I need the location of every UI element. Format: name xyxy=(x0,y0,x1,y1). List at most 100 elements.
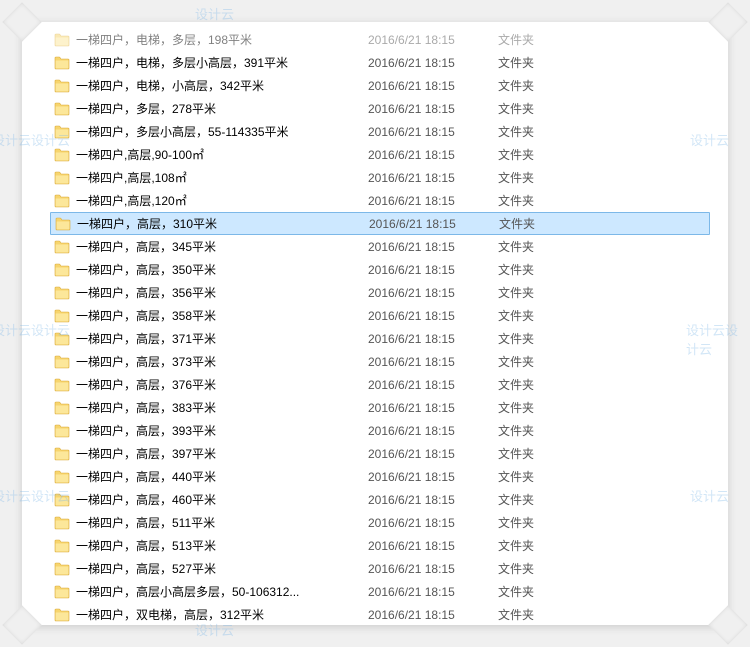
folder-icon xyxy=(54,378,70,392)
item-type: 文件夹 xyxy=(499,215,569,232)
folder-row[interactable]: 一梯四户，高层，393平米2016/6/21 18:15文件夹 xyxy=(50,419,710,442)
folder-row[interactable]: 一梯四户，高层，376平米2016/6/21 18:15文件夹 xyxy=(50,373,710,396)
folder-row[interactable]: 一梯四户，多层，278平米2016/6/21 18:15文件夹 xyxy=(50,97,710,120)
folder-row[interactable]: 一梯四户,高层,90-100㎡2016/6/21 18:15文件夹 xyxy=(50,143,710,166)
folder-row[interactable]: 一梯四户，高层，440平米2016/6/21 18:15文件夹 xyxy=(50,465,710,488)
modified-date: 2016/6/21 18:15 xyxy=(368,608,498,622)
item-type: 文件夹 xyxy=(498,560,568,577)
folder-icon xyxy=(54,102,70,116)
folder-icon xyxy=(54,562,70,576)
modified-date: 2016/6/21 18:15 xyxy=(368,148,498,162)
folder-row[interactable]: 一梯四户，电梯，多层，198平米2016/6/21 18:15文件夹 xyxy=(50,28,710,51)
watermark-text: 设计云 xyxy=(195,4,234,23)
folder-name: 一梯四户，高层，376平米 xyxy=(76,376,368,393)
modified-date: 2016/6/21 18:15 xyxy=(368,309,498,323)
folder-icon xyxy=(54,309,70,323)
folder-name: 一梯四户，高层，460平米 xyxy=(76,491,368,508)
folder-name: 一梯四户，高层，397平米 xyxy=(76,445,368,462)
modified-date: 2016/6/21 18:15 xyxy=(368,378,498,392)
folder-icon xyxy=(55,217,71,231)
folder-row[interactable]: 一梯四户，高层小高层多层，50-106312...2016/6/21 18:15… xyxy=(50,580,710,603)
folder-icon xyxy=(54,424,70,438)
modified-date: 2016/6/21 18:15 xyxy=(368,424,498,438)
folder-row[interactable]: 一梯四户，高层，373平米2016/6/21 18:15文件夹 xyxy=(50,350,710,373)
item-type: 文件夹 xyxy=(498,537,568,554)
folder-name: 一梯四户，高层，371平米 xyxy=(76,330,368,347)
folder-name: 一梯四户，多层小高层，55-114335平米 xyxy=(76,123,368,140)
folder-row[interactable]: 一梯四户，高层，356平米2016/6/21 18:15文件夹 xyxy=(50,281,710,304)
modified-date: 2016/6/21 18:15 xyxy=(368,355,498,369)
modified-date: 2016/6/21 18:15 xyxy=(368,562,498,576)
folder-icon xyxy=(54,332,70,346)
folder-icon xyxy=(54,539,70,553)
folder-row[interactable]: 一梯四户，高层，371平米2016/6/21 18:15文件夹 xyxy=(50,327,710,350)
folder-row[interactable]: 一梯四户，电梯，多层小高层，391平米2016/6/21 18:15文件夹 xyxy=(50,51,710,74)
folder-name: 一梯四户，高层，345平米 xyxy=(76,238,368,255)
folder-name: 一梯四户，高层，440平米 xyxy=(76,468,368,485)
folder-row[interactable]: 一梯四户，高层，527平米2016/6/21 18:15文件夹 xyxy=(50,557,710,580)
folder-row[interactable]: 一梯四户，高层，345平米2016/6/21 18:15文件夹 xyxy=(50,235,710,258)
folder-row[interactable]: 一梯四户，高层，350平米2016/6/21 18:15文件夹 xyxy=(50,258,710,281)
folder-name: 一梯四户,高层,108㎡ xyxy=(76,169,368,186)
folder-name: 一梯四户，高层，350平米 xyxy=(76,261,368,278)
item-type: 文件夹 xyxy=(498,31,568,48)
folder-icon xyxy=(54,355,70,369)
folder-row[interactable]: 一梯四户，高层，310平米2016/6/21 18:15文件夹 xyxy=(50,212,710,235)
folder-name: 一梯四户,高层,90-100㎡ xyxy=(76,146,368,163)
item-type: 文件夹 xyxy=(498,353,568,370)
folder-row[interactable]: 一梯四户，电梯，小高层，342平米2016/6/21 18:15文件夹 xyxy=(50,74,710,97)
folder-row[interactable]: 一梯四户,高层,108㎡2016/6/21 18:15文件夹 xyxy=(50,166,710,189)
item-type: 文件夹 xyxy=(498,445,568,462)
modified-date: 2016/6/21 18:15 xyxy=(368,401,498,415)
folder-name: 一梯四户，高层，383平米 xyxy=(76,399,368,416)
folder-icon xyxy=(54,125,70,139)
folder-icon xyxy=(54,194,70,208)
modified-date: 2016/6/21 18:15 xyxy=(368,493,498,507)
explorer-frame: 一梯四户，电梯，多层，198平米2016/6/21 18:15文件夹一梯四户，电… xyxy=(22,22,728,625)
item-type: 文件夹 xyxy=(498,238,568,255)
folder-name: 一梯四户，高层，513平米 xyxy=(76,537,368,554)
folder-name: 一梯四户，高层小高层多层，50-106312... xyxy=(76,583,368,600)
modified-date: 2016/6/21 18:15 xyxy=(368,240,498,254)
folder-name: 一梯四户，多层，278平米 xyxy=(76,100,368,117)
folder-row[interactable]: 一梯四户，双电梯，高层，312平米2016/6/21 18:15文件夹 xyxy=(50,603,710,625)
item-type: 文件夹 xyxy=(498,100,568,117)
item-type: 文件夹 xyxy=(498,54,568,71)
folder-row[interactable]: 一梯四户，多层小高层，55-114335平米2016/6/21 18:15文件夹 xyxy=(50,120,710,143)
modified-date: 2016/6/21 18:15 xyxy=(368,125,498,139)
folder-icon xyxy=(54,585,70,599)
folder-row[interactable]: 一梯四户,高层,120㎡2016/6/21 18:15文件夹 xyxy=(50,189,710,212)
item-type: 文件夹 xyxy=(498,284,568,301)
folder-row[interactable]: 一梯四户，高层，383平米2016/6/21 18:15文件夹 xyxy=(50,396,710,419)
modified-date: 2016/6/21 18:15 xyxy=(368,102,498,116)
folder-row[interactable]: 一梯四户，高层，358平米2016/6/21 18:15文件夹 xyxy=(50,304,710,327)
folder-name: 一梯四户，高层，310平米 xyxy=(77,215,369,232)
file-list: 一梯四户，电梯，多层，198平米2016/6/21 18:15文件夹一梯四户，电… xyxy=(22,22,728,625)
folder-name: 一梯四户，电梯，多层，198平米 xyxy=(76,31,368,48)
modified-date: 2016/6/21 18:15 xyxy=(368,332,498,346)
item-type: 文件夹 xyxy=(498,514,568,531)
folder-icon xyxy=(54,286,70,300)
item-type: 文件夹 xyxy=(498,307,568,324)
folder-row[interactable]: 一梯四户，高层，511平米2016/6/21 18:15文件夹 xyxy=(50,511,710,534)
item-type: 文件夹 xyxy=(498,422,568,439)
folder-icon xyxy=(54,56,70,70)
folder-icon xyxy=(54,608,70,622)
item-type: 文件夹 xyxy=(498,330,568,347)
item-type: 文件夹 xyxy=(498,261,568,278)
item-type: 文件夹 xyxy=(498,491,568,508)
item-type: 文件夹 xyxy=(498,192,568,209)
folder-name: 一梯四户，高层，393平米 xyxy=(76,422,368,439)
folder-name: 一梯四户，高层，356平米 xyxy=(76,284,368,301)
folder-row[interactable]: 一梯四户，高层，460平米2016/6/21 18:15文件夹 xyxy=(50,488,710,511)
folder-row[interactable]: 一梯四户，高层，513平米2016/6/21 18:15文件夹 xyxy=(50,534,710,557)
folder-name: 一梯四户，双电梯，高层，312平米 xyxy=(76,606,368,623)
folder-name: 一梯四户，电梯，多层小高层，391平米 xyxy=(76,54,368,71)
folder-name: 一梯四户，高层，373平米 xyxy=(76,353,368,370)
folder-icon xyxy=(54,148,70,162)
item-type: 文件夹 xyxy=(498,583,568,600)
item-type: 文件夹 xyxy=(498,468,568,485)
folder-row[interactable]: 一梯四户，高层，397平米2016/6/21 18:15文件夹 xyxy=(50,442,710,465)
folder-name: 一梯四户，高层，527平米 xyxy=(76,560,368,577)
folder-icon xyxy=(54,263,70,277)
